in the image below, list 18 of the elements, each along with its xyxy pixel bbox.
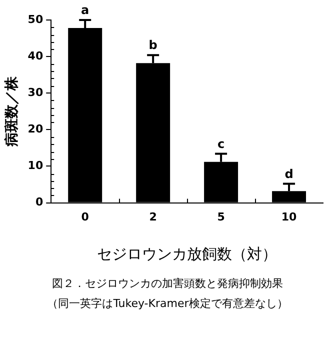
x-tick-label: 5 bbox=[217, 210, 225, 224]
annotation: b bbox=[148, 38, 158, 52]
y-tick-label: 30 bbox=[28, 86, 44, 99]
annotation: c bbox=[217, 136, 225, 151]
x-tick-label: 10 bbox=[281, 210, 298, 224]
annotation: d bbox=[284, 166, 294, 181]
y-tick-label: 20 bbox=[28, 122, 44, 136]
y-axis-title: 病斑数／株 bbox=[3, 75, 20, 148]
x-tick-label: 0 bbox=[81, 210, 90, 224]
text: （同一英字はTukey-Kramer検定で有意差なし） bbox=[46, 296, 289, 312]
y-tick-label: 0 bbox=[35, 196, 44, 209]
x-axis-title: セジロウンカ放飼数（対） bbox=[97, 244, 278, 263]
y-tick-label: 10 bbox=[28, 159, 44, 172]
annotation: a bbox=[81, 3, 90, 18]
y-tick-label: 50 bbox=[28, 12, 44, 26]
y-tick-label: 40 bbox=[28, 49, 44, 62]
caption: 図２．セジロウンカの加害頭数と発病抑制効果 bbox=[51, 276, 284, 292]
x-tick-label: 2 bbox=[149, 210, 157, 224]
